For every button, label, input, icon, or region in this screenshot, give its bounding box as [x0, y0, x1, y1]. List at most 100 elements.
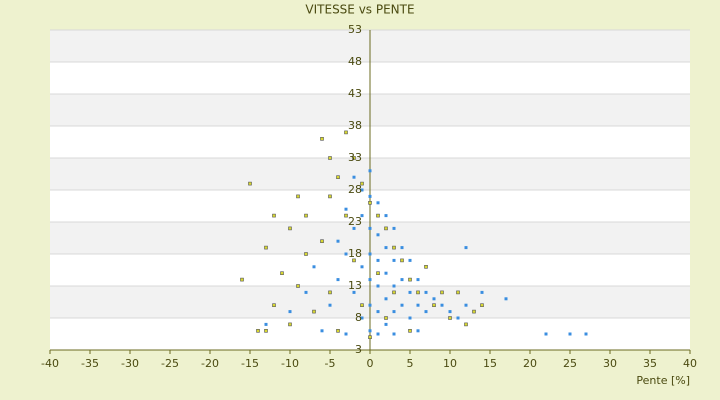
scatter-point [464, 303, 468, 307]
scatter-point [288, 226, 292, 231]
scatter-point [464, 246, 468, 250]
x-tick-label: 35 [643, 357, 657, 370]
scatter-point [400, 278, 404, 282]
y-tick-label: 48 [348, 55, 362, 68]
scatter-point [392, 290, 396, 295]
scatter-point [456, 290, 460, 295]
scatter-point [376, 332, 380, 336]
scatter-point [344, 213, 348, 218]
scatter-point [368, 226, 372, 230]
y-tick-label: 53 [348, 23, 362, 36]
scatter-point [392, 310, 396, 314]
scatter-point [352, 175, 356, 179]
scatter-point [376, 201, 380, 205]
scatter-point [448, 310, 452, 314]
scatter-point [384, 297, 388, 301]
scatter-point [328, 194, 332, 199]
scatter-point [304, 252, 308, 256]
scatter-point [296, 194, 300, 199]
scatter-point [264, 328, 268, 333]
x-tick-label: -35 [81, 357, 99, 370]
y-tick-label: 28 [348, 183, 362, 196]
scatter-point [408, 290, 412, 294]
scatter-point [312, 309, 316, 314]
scatter-point [336, 175, 340, 179]
scatter-point [328, 156, 332, 160]
scatter-point [440, 290, 444, 295]
scatter-point [264, 322, 268, 326]
scatter-point [384, 271, 388, 275]
scatter-point [416, 329, 420, 333]
y-tick-label: 8 [355, 311, 362, 324]
scatter-point [368, 252, 372, 256]
scatter-point [336, 239, 340, 243]
x-tick-label: 15 [483, 357, 497, 370]
scatter-point [384, 214, 388, 218]
scatter-point [376, 271, 380, 276]
x-tick-label: -25 [161, 357, 179, 370]
scatter-point [376, 258, 380, 262]
y-tick-label: 18 [348, 247, 362, 260]
scatter-point [384, 226, 388, 231]
scatter-point [360, 303, 364, 308]
scatter-point [344, 207, 348, 211]
scatter-point [296, 284, 300, 288]
scatter-point [376, 213, 380, 218]
scatter-point [320, 137, 324, 141]
scatter-point [376, 310, 380, 314]
scatter-point [368, 329, 372, 333]
scatter-point [568, 332, 572, 336]
x-tick-label: 10 [443, 357, 457, 370]
x-tick-label: -30 [121, 357, 139, 370]
scatter-point [392, 284, 396, 288]
scatter-point [336, 328, 340, 333]
scatter-point [352, 226, 356, 230]
scatter-point [440, 303, 444, 307]
scatter-point [400, 303, 404, 307]
scatter-point [392, 226, 396, 230]
y-tick-label: 3 [355, 343, 362, 356]
x-tick-label: 30 [603, 357, 617, 370]
scatter-point [376, 233, 380, 237]
x-tick-label: 5 [407, 357, 414, 370]
scatter-point [352, 156, 356, 160]
scatter-point [344, 130, 348, 135]
scatter-point [368, 335, 372, 340]
scatter-point [320, 239, 324, 243]
x-tick-label: 25 [563, 357, 577, 370]
scatter-point [336, 278, 340, 282]
scatter-point [280, 271, 284, 276]
scatter-point [248, 181, 252, 186]
scatter-point [416, 290, 420, 295]
scatter-point [360, 316, 364, 320]
scatter-point [320, 329, 324, 333]
scatter-point [344, 332, 348, 336]
scatter-point [360, 265, 364, 269]
scatter-point [480, 290, 484, 294]
x-tick-label: 40 [683, 357, 697, 370]
scatter-point [400, 258, 404, 263]
scatter-point [384, 322, 388, 326]
scatter-point [312, 265, 316, 269]
scatter-point [472, 309, 476, 314]
scatter-point [352, 290, 356, 294]
scatter-point [352, 258, 356, 263]
scatter-point [360, 181, 364, 186]
x-tick-label: -15 [241, 357, 259, 370]
scatter-point [448, 316, 452, 320]
scatter-point [384, 246, 388, 250]
y-tick-label: 13 [348, 279, 362, 292]
y-tick-label: 33 [348, 151, 362, 164]
scatter-point [408, 277, 412, 282]
scatter-point [368, 278, 372, 282]
scatter-point [344, 252, 348, 256]
scatter-point [400, 246, 404, 250]
scatter-point [360, 214, 364, 218]
scatter-point [464, 322, 468, 327]
scatter-point [288, 322, 292, 327]
y-tick-label: 38 [348, 119, 362, 132]
chart-title: VITESSE vs PENTE [305, 3, 414, 17]
x-tick-label: -20 [201, 357, 219, 370]
scatter-point [368, 169, 372, 173]
